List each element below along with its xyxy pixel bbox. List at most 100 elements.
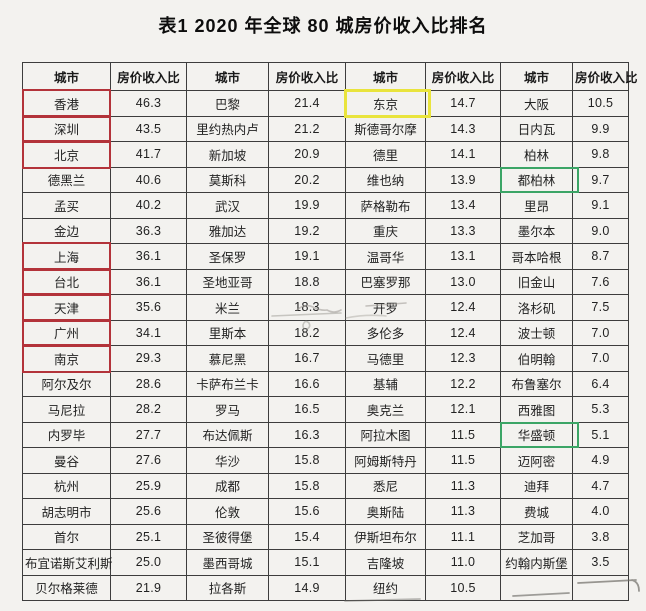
city-cell: 里约热内卢 xyxy=(186,115,269,142)
city-cell: 德黑兰 xyxy=(22,166,111,193)
ratio-cell: 14.3 xyxy=(425,115,501,142)
ratio-cell: 13.4 xyxy=(425,192,501,219)
ratio-cell: 36.1 xyxy=(110,268,187,295)
city-cell: 武汉 xyxy=(186,192,269,219)
ratio-cell: 16.5 xyxy=(268,396,346,423)
city-cell: 圣地亚哥 xyxy=(186,268,269,295)
ratio-cell: 21.9 xyxy=(110,574,187,601)
table-row: 上海 36.1 圣保罗 19.1 温哥华 13.1 哥本哈根 8.7 xyxy=(22,242,629,271)
city-cell: 德里 xyxy=(345,141,426,168)
ratio-cell: 25.9 xyxy=(110,472,187,499)
city-cell: 萨格勒布 xyxy=(345,192,426,219)
city-cell-highlight-red: 深圳 xyxy=(22,115,112,143)
city-column-header: 城市 xyxy=(345,62,426,91)
city-column-header: 城市 xyxy=(500,62,573,91)
ratio-cell: 19.1 xyxy=(268,243,346,270)
city-cell: 纽约 xyxy=(345,574,426,601)
ratio-cell: 14.7 xyxy=(425,90,501,117)
table-row: 马尼拉 28.2 罗马 16.5 奥克兰 12.1 西雅图 5.3 xyxy=(22,396,629,423)
table-row: 孟买 40.2 武汉 19.9 萨格勒布 13.4 里昂 9.1 xyxy=(22,192,629,219)
city-cell: 孟买 xyxy=(22,192,111,219)
ratio-cell: 3.5 xyxy=(572,549,629,576)
ratio-cell: 20.2 xyxy=(268,166,346,193)
city-cell: 吉隆坡 xyxy=(345,549,426,576)
city-cell: 阿拉木图 xyxy=(345,421,426,448)
table-row: 金边 36.3 雅加达 19.2 重庆 13.3 墨尔本 9.0 xyxy=(22,217,629,244)
ratio-cell: 16.7 xyxy=(268,345,346,372)
city-cell: 里昂 xyxy=(500,192,573,219)
table-row: 胡志明市 25.6 伦敦 15.6 奥斯陆 11.3 费城 4.0 xyxy=(22,498,629,525)
city-cell: 成都 xyxy=(186,472,269,499)
ratio-cell: 18.8 xyxy=(268,268,346,295)
ratio-cell: 11.0 xyxy=(425,549,501,576)
ratio-cell: 13.9 xyxy=(425,166,501,193)
city-cell: 巴黎 xyxy=(186,90,269,117)
city-cell: 多伦多 xyxy=(345,319,426,346)
city-cell: 胡志明市 xyxy=(22,498,111,525)
city-cell: 慕尼黑 xyxy=(186,345,269,372)
table-row: 杭州 25.9 成都 15.8 悉尼 11.3 迪拜 4.7 xyxy=(22,472,629,499)
ratio-cell: 5.3 xyxy=(572,396,629,423)
city-cell-highlight-red: 台北 xyxy=(22,268,112,296)
ratio-table: 城市 房价收入比 城市 房价收入比 城市 房价收入比 城市 房价收入比 香港 46.3 巴黎 21.… xyxy=(22,62,638,601)
table-row: 首尔 25.1 圣彼得堡 15.4 伊斯坦布尔 11.1 芝加哥 3.8 xyxy=(22,523,629,550)
ratio-cell: 12.1 xyxy=(425,396,501,423)
table-row: 布宜诺斯艾利斯 25.0 墨西哥城 15.1 吉隆坡 11.0 约翰内斯堡 3.5 xyxy=(22,549,629,576)
city-cell: 新加坡 xyxy=(186,141,269,168)
city-cell: 金边 xyxy=(22,217,111,244)
ratio-cell: 27.7 xyxy=(110,421,187,448)
city-cell-highlight-red: 南京 xyxy=(22,344,112,373)
city-cell: 伦敦 xyxy=(186,498,269,525)
ratio-column-header: 房价收入比 xyxy=(268,62,346,91)
table-row: 香港 46.3 巴黎 21.4 东京 14.7 大阪 10.5 xyxy=(22,89,629,118)
table-row: 台北 36.1 圣地亚哥 18.8 巴塞罗那 13.0 旧金山 7.6 xyxy=(22,268,629,296)
city-cell: 洛杉矶 xyxy=(500,294,573,321)
city-cell: 首尔 xyxy=(22,523,111,550)
city-cell: 伯明翰 xyxy=(500,345,573,372)
ratio-cell: 18.3 xyxy=(268,294,346,321)
table-row: 贝尔格莱德 21.9 拉各斯 14.9 纽约 10.5 xyxy=(22,574,629,601)
ratio-cell: 4.9 xyxy=(572,447,629,474)
city-cell: 里斯本 xyxy=(186,319,269,346)
ratio-cell: 11.5 xyxy=(425,421,501,448)
ratio-cell: 15.4 xyxy=(268,523,346,550)
city-cell: 布鲁塞尔 xyxy=(500,370,573,397)
city-cell: 约翰内斯堡 xyxy=(500,549,573,576)
table-row: 广州 34.1 里斯本 18.2 多伦多 12.4 波士顿 7.0 xyxy=(22,319,629,347)
city-cell: 基辅 xyxy=(345,370,426,397)
city-cell: 重庆 xyxy=(345,217,426,244)
page-title: 表1 2020 年全球 80 城房价收入比排名 xyxy=(158,16,488,36)
ratio-cell: 12.4 xyxy=(425,294,501,321)
city-cell-highlight-green: 都柏林 xyxy=(500,166,580,193)
city-cell: 墨西哥城 xyxy=(186,549,269,576)
city-cell: 内罗毕 xyxy=(22,421,111,448)
city-cell: 芝加哥 xyxy=(500,523,573,550)
ratio-column-header: 房价收入比 xyxy=(110,62,187,91)
ratio-column-header: 房价收入比 xyxy=(425,62,501,91)
city-cell: 阿姆斯特丹 xyxy=(345,447,426,474)
city-cell: 伊斯坦布尔 xyxy=(345,523,426,550)
ratio-cell: 14.1 xyxy=(425,141,501,168)
city-cell: 悉尼 xyxy=(345,472,426,499)
ratio-cell xyxy=(572,574,629,601)
table-row: 北京 41.7 新加坡 20.9 德里 14.1 柏林 9.8 xyxy=(22,140,629,169)
ratio-cell: 29.3 xyxy=(110,345,187,372)
city-cell: 曼谷 xyxy=(22,447,111,474)
ratio-cell: 4.7 xyxy=(572,472,629,499)
table-row: 深圳 43.5 里约热内卢 21.2 斯德哥尔摩 14.3 日内瓦 9.9 xyxy=(22,115,629,143)
ratio-cell: 11.3 xyxy=(425,472,501,499)
city-cell: 布宜诺斯艾利斯 xyxy=(22,549,113,576)
table-row: 曼谷 27.6 华沙 15.8 阿姆斯特丹 11.5 迈阿密 4.9 xyxy=(22,447,629,474)
ratio-cell: 3.8 xyxy=(572,523,629,550)
city-cell: 温哥华 xyxy=(345,243,426,270)
ratio-cell: 12.4 xyxy=(425,319,501,346)
city-cell: 开罗 xyxy=(345,294,426,321)
city-cell: 罗马 xyxy=(186,396,269,423)
city-cell: 贝尔格莱德 xyxy=(22,574,111,601)
ratio-cell: 19.2 xyxy=(268,217,346,244)
ratio-cell: 25.0 xyxy=(110,549,187,576)
table-row: 天津 35.6 米兰 18.3 开罗 12.4 洛杉矶 7.5 xyxy=(22,293,629,322)
header-row: 城市 房价收入比 城市 房价收入比 城市 房价收入比 城市 房价收入比 xyxy=(22,62,638,91)
ratio-cell: 18.2 xyxy=(268,319,346,346)
ratio-cell: 43.5 xyxy=(110,115,187,142)
